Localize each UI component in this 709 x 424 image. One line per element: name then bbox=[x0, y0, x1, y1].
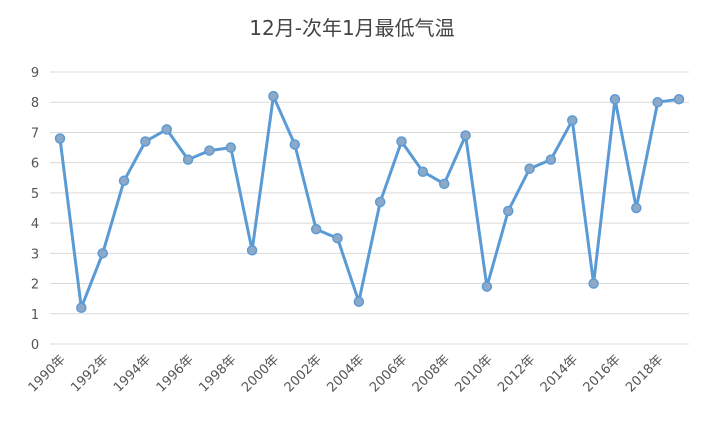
x-tick-label: 2004年 bbox=[324, 352, 367, 395]
x-tick-label: 2018年 bbox=[623, 352, 666, 395]
series-layer bbox=[58, 94, 681, 310]
data-point bbox=[182, 154, 194, 165]
data-point bbox=[140, 136, 151, 147]
x-tick-label: 1998年 bbox=[196, 352, 239, 395]
data-point bbox=[567, 115, 578, 126]
data-point bbox=[652, 96, 663, 108]
x-axis-ticks: 1990年 1992年 1994年 1996年 1998年 2000年 2002年 2004年… bbox=[26, 352, 667, 395]
x-tick-label: 1992年 bbox=[68, 352, 111, 395]
data-point bbox=[396, 136, 407, 147]
data-point bbox=[225, 142, 237, 153]
data-point bbox=[481, 281, 493, 292]
x-tick-label: 1990年 bbox=[26, 352, 69, 395]
x-tick-label: 2000年 bbox=[239, 352, 282, 395]
x-tick-label: 2016年 bbox=[581, 352, 624, 395]
data-point bbox=[97, 248, 108, 259]
x-tick-label: 2010年 bbox=[453, 352, 496, 395]
y-tick-label: 8 bbox=[31, 96, 39, 111]
y-tick-label: 4 bbox=[31, 217, 39, 232]
x-tick-label: 2002年 bbox=[282, 352, 325, 395]
y-tick-label: 7 bbox=[31, 126, 39, 141]
y-tick-label: 6 bbox=[31, 157, 39, 172]
data-point bbox=[353, 296, 365, 307]
data-point bbox=[524, 163, 535, 174]
y-tick-label: 5 bbox=[31, 187, 39, 202]
x-tick-label: 1996年 bbox=[154, 352, 197, 395]
data-point bbox=[502, 205, 514, 217]
data-point bbox=[631, 202, 642, 214]
chart-title: 12月-次年1月最低气温 bbox=[249, 16, 454, 40]
data-point bbox=[417, 166, 429, 177]
data-point bbox=[460, 130, 471, 141]
data-point bbox=[374, 196, 386, 208]
data-point bbox=[438, 178, 450, 190]
y-tick-label: 1 bbox=[31, 308, 39, 323]
data-point bbox=[268, 90, 279, 102]
y-tick-label: 3 bbox=[31, 247, 39, 262]
data-point bbox=[310, 223, 322, 235]
data-point bbox=[609, 93, 621, 105]
x-tick-label: 2012年 bbox=[495, 352, 538, 395]
data-point bbox=[673, 93, 685, 105]
data-point bbox=[161, 124, 172, 135]
data-point bbox=[54, 133, 66, 144]
y-tick-label: 0 bbox=[31, 338, 39, 353]
data-point bbox=[76, 302, 87, 313]
data-point bbox=[118, 175, 130, 187]
data-point bbox=[204, 145, 215, 156]
x-tick-label: 2014年 bbox=[538, 352, 581, 395]
y-axis-ticks: 0 1 2 3 4 5 6 7 8 9 bbox=[31, 66, 39, 353]
y-tick-label: 2 bbox=[31, 278, 39, 293]
x-tick-label: 2008年 bbox=[410, 352, 453, 395]
data-point bbox=[545, 154, 557, 165]
data-point bbox=[246, 245, 258, 256]
data-point bbox=[289, 139, 301, 150]
x-tick-label: 1994年 bbox=[111, 352, 154, 395]
series-line bbox=[58, 94, 681, 310]
data-point bbox=[332, 232, 343, 244]
grid-lines bbox=[50, 71, 689, 345]
marker-layer bbox=[54, 90, 685, 313]
x-tick-label: 2006年 bbox=[367, 352, 410, 395]
y-tick-label: 9 bbox=[31, 66, 39, 81]
data-point bbox=[588, 278, 599, 289]
